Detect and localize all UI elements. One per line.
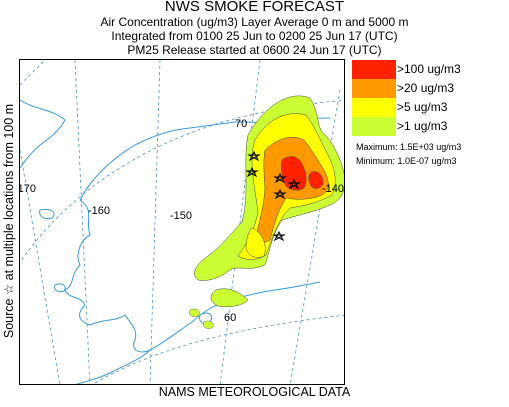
aleutian-chain	[75, 349, 151, 384]
st-lawrence-island	[39, 209, 55, 219]
smoke-map[interactable]: 70 60 -170 -160 -150 -140	[19, 59, 345, 385]
longitude-m130-line	[289, 89, 341, 384]
latitude-70-line	[20, 100, 344, 264]
legend-item-gt20: >20 ug/m3	[352, 79, 508, 98]
longitude-m140-line	[219, 60, 261, 384]
legend-item-gt1: >1 ug/m3	[352, 117, 508, 136]
legend-minimum: Minimum: 1.0E-07 ug/m3	[356, 156, 457, 166]
legend-maximum: Maximum: 1.5E+03 ug/m3	[356, 142, 462, 152]
longitude-m170-line	[20, 149, 61, 384]
graticule-label-lat70: 70	[235, 118, 248, 130]
legend-swatch-gt5	[352, 98, 396, 117]
plume-scatter-b	[203, 320, 214, 329]
longitude-m150-line	[149, 60, 161, 384]
subtitle-release: PM25 Release started at 0600 24 Jun 17 (…	[127, 43, 382, 57]
legend-swatch-gt20	[352, 79, 396, 98]
plume-southern-tongue	[210, 288, 249, 307]
alaska-west-coast	[64, 199, 91, 326]
graticule-label-lon-m140: -140	[322, 183, 345, 195]
latitude-60-line	[92, 314, 344, 384]
graticule-label-lon-m170: -170	[20, 183, 37, 195]
legend-label-gt20: >20 ug/m3	[397, 81, 455, 95]
legend-label-gt100: >100 ug/m3	[397, 62, 461, 76]
source-label: Source ☆ at multiple locations from 100 …	[2, 103, 16, 339]
subtitle-concentration: Air Concentration (ug/m3) Layer Average …	[100, 15, 409, 29]
longitude-m160-line	[74, 60, 91, 384]
source-star-2	[245, 166, 259, 178]
russia-coast	[20, 99, 66, 169]
source-markers	[245, 150, 301, 242]
plume-southern-tongue-yellow	[245, 227, 266, 258]
plume-gt100-b	[308, 171, 324, 189]
graticule	[20, 60, 344, 384]
chart-title: NWS SMOKE FORECAST	[164, 0, 345, 15]
graticule-label-lon-m160: -160	[88, 205, 111, 217]
legend-swatch-gt100	[352, 60, 396, 79]
source-star-3	[273, 172, 287, 184]
legend-label-gt1: >1 ug/m3	[397, 119, 448, 133]
smoke-plume	[189, 95, 344, 329]
longitude-m180-line	[20, 60, 46, 86]
map-canvas	[20, 60, 344, 384]
footer-data-source: NAMS METEOROLOGICAL DATA	[158, 385, 351, 399]
source-star-1	[247, 150, 261, 162]
graticule-label-lon-m150: -150	[170, 210, 193, 222]
subtitle-integration: Integrated from 0100 25 Jun to 0200 25 J…	[111, 29, 398, 43]
legend-item-gt100: >100 ug/m3	[352, 60, 508, 79]
bristol-bay-coast	[89, 314, 151, 353]
legend-label-gt5: >5 ug/m3	[397, 100, 448, 114]
plume-scatter-a	[189, 308, 200, 317]
legend-item-gt5: >5 ug/m3	[352, 98, 508, 117]
source-star-5	[273, 188, 287, 200]
legend-swatch-gt1	[352, 117, 396, 136]
nunivak-island	[54, 283, 66, 293]
source-star-4	[287, 178, 301, 190]
source-star-6	[272, 230, 286, 242]
graticule-label-lat60: 60	[224, 312, 237, 324]
